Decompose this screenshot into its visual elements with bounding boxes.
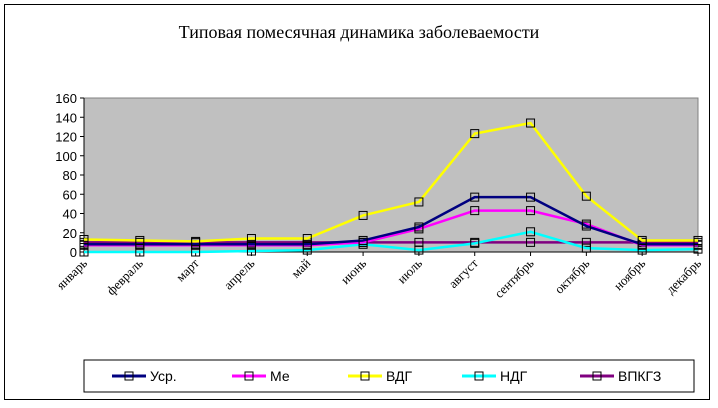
data-point (637, 235, 647, 245)
y-tick-label: 40 (63, 207, 77, 222)
data-point (414, 197, 424, 207)
data-point (246, 246, 256, 256)
data-point (581, 237, 591, 247)
y-tick-label: 140 (55, 110, 77, 125)
data-point (414, 222, 424, 232)
data-point (358, 210, 368, 220)
legend-item: ВДГ (348, 368, 413, 384)
chart-title: Типовая помесячная динамика заболеваемос… (178, 22, 540, 42)
data-point (526, 192, 536, 202)
data-point (414, 245, 424, 255)
data-point (302, 234, 312, 244)
series-line (83, 121, 698, 243)
x-tick-label: март (173, 255, 202, 284)
x-tick-label: ноябрь (611, 255, 649, 293)
data-point (526, 227, 536, 237)
y-axis: 0 20 40 60 80 100 120 140 160 (55, 91, 85, 260)
legend-marker (124, 371, 134, 381)
y-tick-label: 20 (63, 226, 77, 241)
data-point (79, 234, 89, 244)
data-point (246, 239, 256, 249)
y-tick-label: 100 (55, 149, 77, 164)
data-point (470, 206, 480, 216)
legend-marker (360, 371, 370, 381)
data-point (470, 192, 480, 202)
legend-label: Ме (270, 368, 290, 384)
data-point (526, 237, 536, 247)
x-tick-label: август (445, 255, 481, 291)
data-point (135, 235, 145, 245)
data-point (526, 118, 536, 128)
x-tick-label: октябрь (551, 255, 592, 296)
series-group (79, 118, 703, 257)
legend-item: Уср. (112, 368, 177, 384)
x-tick-label: февраль (103, 255, 146, 298)
y-tick-label: 120 (55, 130, 77, 145)
x-tick-label: сентябрь (491, 255, 536, 300)
y-tick-label: 80 (63, 168, 77, 183)
data-point (302, 239, 312, 249)
legend-label: Уср. (150, 368, 177, 384)
data-point (470, 129, 480, 139)
legend: Уср. Ме ВДГ НДГ ВПКГЗ (83, 359, 695, 393)
y-tick-label: 60 (63, 187, 77, 202)
data-point (246, 234, 256, 244)
data-point (526, 206, 536, 216)
series-line (84, 230, 699, 254)
legend-item: ВПКГЗ (580, 368, 661, 384)
y-tick-label: 160 (55, 91, 77, 106)
data-point (581, 191, 591, 201)
x-tick-label: июнь (338, 255, 370, 287)
legend-label: ВДГ (386, 368, 413, 384)
series-3 (79, 118, 703, 246)
legend-item: НДГ (462, 368, 528, 384)
legend-marker (592, 371, 602, 381)
legend-item: Ме (232, 368, 290, 384)
data-point (470, 238, 480, 248)
data-point (581, 243, 591, 253)
legend-marker (244, 371, 254, 381)
x-axis: январь февраль март апрель май июнь июль август… (53, 251, 704, 301)
legend-label: ВПКГЗ (618, 368, 661, 384)
data-point (358, 235, 368, 245)
series-line (84, 195, 698, 246)
data-point (693, 235, 703, 245)
x-tick-label: май (288, 255, 313, 280)
y-tick-label: 0 (70, 245, 77, 260)
legend-label: НДГ (500, 368, 528, 384)
x-tick-label: апрель (221, 255, 258, 292)
legend-marker (474, 371, 484, 381)
plot-area (83, 97, 699, 253)
data-point (581, 221, 591, 231)
data-point (191, 236, 201, 246)
x-tick-label: июль (394, 255, 425, 286)
x-tick-label: январь (53, 255, 90, 292)
x-tick-label: декабрь (663, 255, 704, 296)
